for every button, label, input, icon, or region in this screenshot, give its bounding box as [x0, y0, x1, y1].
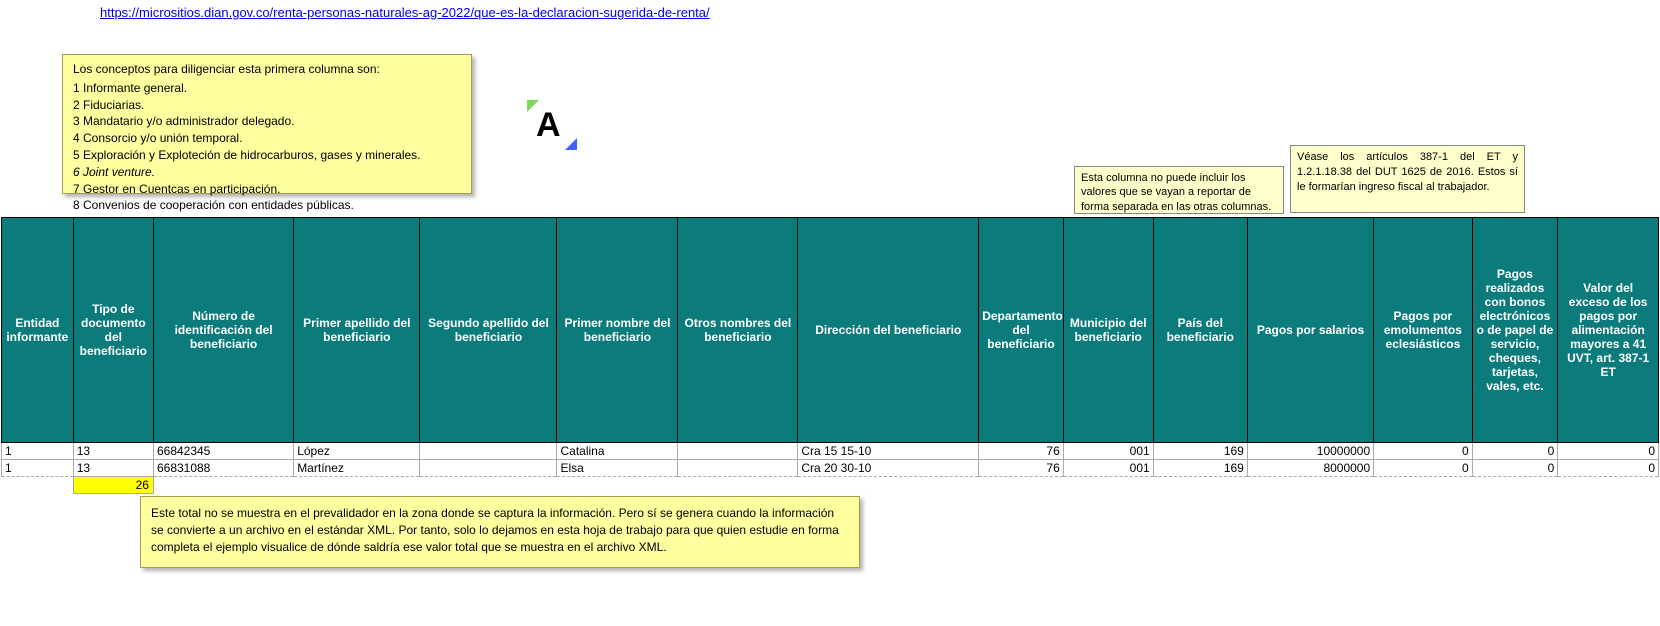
- header-row: Entidad informanteTipo de documento del …: [2, 218, 1659, 443]
- table-cell: Elsa: [557, 460, 678, 477]
- table-cell: 0: [1374, 443, 1472, 460]
- table-cell: 001: [1063, 443, 1153, 460]
- beneficiarios-table: Entidad informanteTipo de documento del …: [1, 217, 1659, 494]
- conceptos-item: 7 Gestor en Cuentcas en participación.: [73, 181, 461, 198]
- table-cell: 66842345: [153, 443, 293, 460]
- table-cell: 8000000: [1247, 460, 1373, 477]
- total-row: 26: [2, 477, 1659, 494]
- total-cell: [1063, 477, 1153, 494]
- table-body: 11366842345LópezCatalinaCra 15 15-107600…: [2, 443, 1659, 494]
- total-cell: [678, 477, 798, 494]
- table-cell: [678, 460, 798, 477]
- table-cell: 001: [1063, 460, 1153, 477]
- note-total: Este total no se muestra en el prevalida…: [140, 496, 860, 568]
- table-cell: 0: [1558, 460, 1659, 477]
- column-header: Pagos por emolumentos eclesiásticos: [1374, 218, 1472, 443]
- table-cell: Catalina: [557, 443, 678, 460]
- table-cell: 0: [1558, 443, 1659, 460]
- note-columna: Esta columna no puede incluir los valore…: [1074, 166, 1284, 214]
- note-articulos: Véase los artículos 387-1 del ET y 1.2.1…: [1290, 145, 1525, 213]
- conceptos-item: 1 Informante general.: [73, 80, 461, 97]
- column-header: Dirección del beneficiario: [798, 218, 979, 443]
- column-header: Primer apellido del beneficiario: [294, 218, 420, 443]
- data-table-wrapper: Entidad informanteTipo de documento del …: [1, 217, 1659, 494]
- conceptos-item: 2 Fiduciarias.: [73, 97, 461, 114]
- column-header: Entidad informante: [2, 218, 74, 443]
- table-cell: [420, 460, 557, 477]
- table-cell: 1: [2, 443, 74, 460]
- table-cell: Martínez: [294, 460, 420, 477]
- table-header: Entidad informanteTipo de documento del …: [2, 218, 1659, 443]
- conceptos-item: 3 Mandatario y/o administrador delegado.: [73, 113, 461, 130]
- total-cell: [1558, 477, 1659, 494]
- logo-letter: A: [536, 106, 561, 145]
- total-cell: [420, 477, 557, 494]
- column-header: Tipo de documento del beneficiario: [73, 218, 153, 443]
- total-cell: [979, 477, 1064, 494]
- table-cell: Cra 15 15-10: [798, 443, 979, 460]
- logo-accent-bottom-icon: [565, 138, 577, 150]
- column-header: Valor del exceso de los pagos por alimen…: [1558, 218, 1659, 443]
- table-cell: 66831088: [153, 460, 293, 477]
- conceptos-item: 5 Exploración y Exploteción de hidrocarb…: [73, 147, 461, 164]
- total-cell: [1153, 477, 1247, 494]
- table-cell: 10000000: [1247, 443, 1373, 460]
- conceptos-list: 1 Informante general.2 Fiduciarias.3 Man…: [73, 80, 461, 214]
- column-header: Número de identificación del beneficiari…: [153, 218, 293, 443]
- table-cell: 13: [73, 460, 153, 477]
- table-row: 11366831088MartínezElsaCra 20 30-1076001…: [2, 460, 1659, 477]
- table-cell: 1: [2, 460, 74, 477]
- table-row: 11366842345LópezCatalinaCra 15 15-107600…: [2, 443, 1659, 460]
- table-cell: [678, 443, 798, 460]
- table-cell: 0: [1472, 443, 1558, 460]
- actualicese-logo: A: [522, 100, 582, 150]
- table-cell: 169: [1153, 460, 1247, 477]
- total-cell: [1374, 477, 1472, 494]
- column-header: Municipio del beneficiario: [1063, 218, 1153, 443]
- source-link[interactable]: https://micrositios.dian.gov.co/renta-pe…: [100, 5, 710, 20]
- table-cell: [420, 443, 557, 460]
- total-cell: [1472, 477, 1558, 494]
- conceptos-item: 6 Joint venture.: [73, 164, 461, 181]
- column-header: País del beneficiario: [1153, 218, 1247, 443]
- table-cell: Cra 20 30-10: [798, 460, 979, 477]
- total-cell: [1247, 477, 1373, 494]
- column-header: Pagos por salarios: [1247, 218, 1373, 443]
- total-cell: [153, 477, 293, 494]
- table-cell: 13: [73, 443, 153, 460]
- conceptos-item: 8 Convenios de cooperación con entidades…: [73, 197, 461, 214]
- column-header: Otros nombres del beneficiario: [678, 218, 798, 443]
- table-cell: López: [294, 443, 420, 460]
- table-cell: 76: [979, 460, 1064, 477]
- table-cell: 0: [1472, 460, 1558, 477]
- column-header: Departamento del beneficiario: [979, 218, 1064, 443]
- conceptos-note: Los conceptos para diligenciar esta prim…: [62, 54, 472, 194]
- total-cell: [798, 477, 979, 494]
- conceptos-item: 4 Consorcio y/o unión temporal.: [73, 130, 461, 147]
- column-header: Segundo apellido del beneficiario: [420, 218, 557, 443]
- total-cell: [2, 477, 74, 494]
- table-cell: 0: [1374, 460, 1472, 477]
- table-cell: 169: [1153, 443, 1247, 460]
- conceptos-title: Los conceptos para diligenciar esta prim…: [73, 61, 461, 78]
- column-header: Pagos realizados con bonos electrónicos …: [1472, 218, 1558, 443]
- total-cell: [557, 477, 678, 494]
- total-cell: [294, 477, 420, 494]
- table-cell: 76: [979, 443, 1064, 460]
- total-cell: 26: [73, 477, 153, 494]
- column-header: Primer nombre del beneficiario: [557, 218, 678, 443]
